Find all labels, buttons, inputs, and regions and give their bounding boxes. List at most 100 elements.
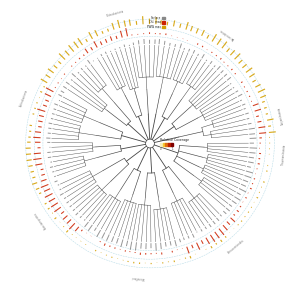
- Text: Actinobacteria: Actinobacteria: [19, 88, 29, 107]
- Polygon shape: [164, 41, 165, 45]
- Polygon shape: [28, 165, 33, 167]
- Polygon shape: [250, 143, 254, 144]
- Polygon shape: [61, 78, 62, 79]
- Polygon shape: [48, 68, 54, 73]
- Polygon shape: [59, 53, 65, 60]
- Polygon shape: [229, 204, 232, 207]
- Polygon shape: [205, 226, 207, 229]
- Polygon shape: [230, 50, 235, 56]
- Polygon shape: [261, 187, 262, 188]
- Polygon shape: [59, 100, 60, 101]
- Polygon shape: [201, 240, 204, 244]
- Polygon shape: [32, 177, 36, 179]
- Polygon shape: [66, 230, 68, 233]
- Polygon shape: [246, 67, 253, 73]
- Polygon shape: [210, 61, 212, 64]
- Text: Thaumarchaeota: Thaumarchaeota: [281, 144, 286, 166]
- Polygon shape: [242, 201, 243, 203]
- Polygon shape: [44, 188, 50, 192]
- Polygon shape: [88, 225, 93, 231]
- Polygon shape: [256, 197, 258, 199]
- Polygon shape: [105, 52, 107, 54]
- Polygon shape: [114, 49, 116, 50]
- Polygon shape: [255, 173, 256, 174]
- Polygon shape: [223, 225, 228, 230]
- Polygon shape: [239, 188, 246, 193]
- Polygon shape: [41, 174, 45, 176]
- Polygon shape: [124, 20, 126, 27]
- Polygon shape: [237, 224, 239, 226]
- Polygon shape: [268, 125, 271, 127]
- Polygon shape: [233, 87, 234, 88]
- Polygon shape: [49, 198, 55, 202]
- Polygon shape: [167, 22, 168, 26]
- Polygon shape: [41, 184, 49, 188]
- Polygon shape: [90, 47, 93, 51]
- Polygon shape: [124, 44, 125, 47]
- Polygon shape: [130, 241, 132, 250]
- Polygon shape: [75, 226, 79, 231]
- Polygon shape: [169, 43, 171, 46]
- Polygon shape: [64, 197, 66, 199]
- Polygon shape: [156, 253, 157, 254]
- Polygon shape: [83, 54, 85, 56]
- Polygon shape: [35, 163, 42, 166]
- Polygon shape: [226, 221, 230, 225]
- Polygon shape: [250, 147, 257, 149]
- Polygon shape: [48, 133, 51, 134]
- Polygon shape: [223, 61, 225, 63]
- Polygon shape: [206, 60, 207, 61]
- Polygon shape: [223, 211, 226, 214]
- Polygon shape: [160, 20, 162, 25]
- Polygon shape: [73, 41, 79, 48]
- Polygon shape: [100, 252, 102, 253]
- Bar: [163, 143, 165, 146]
- Polygon shape: [87, 60, 91, 64]
- Polygon shape: [201, 54, 205, 59]
- Text: Surface: Surface: [151, 16, 161, 20]
- Polygon shape: [41, 179, 47, 182]
- Polygon shape: [38, 126, 42, 128]
- Polygon shape: [59, 189, 62, 190]
- Polygon shape: [30, 171, 34, 173]
- Polygon shape: [259, 132, 266, 134]
- Polygon shape: [73, 209, 75, 211]
- Polygon shape: [149, 19, 150, 24]
- Polygon shape: [236, 210, 239, 212]
- Polygon shape: [131, 34, 133, 36]
- Polygon shape: [155, 17, 157, 24]
- Polygon shape: [245, 113, 249, 115]
- Polygon shape: [217, 66, 221, 70]
- Polygon shape: [215, 243, 217, 245]
- Polygon shape: [248, 211, 249, 213]
- Polygon shape: [126, 241, 128, 246]
- Polygon shape: [133, 262, 134, 263]
- Polygon shape: [249, 133, 255, 135]
- Polygon shape: [64, 73, 65, 75]
- Polygon shape: [54, 180, 58, 183]
- Polygon shape: [58, 94, 62, 97]
- Polygon shape: [184, 48, 185, 50]
- Polygon shape: [177, 37, 178, 38]
- Polygon shape: [26, 148, 31, 149]
- Polygon shape: [214, 65, 216, 67]
- Polygon shape: [259, 158, 260, 159]
- Polygon shape: [244, 216, 246, 217]
- Polygon shape: [129, 45, 130, 46]
- Polygon shape: [51, 118, 53, 119]
- Polygon shape: [218, 228, 224, 235]
- Polygon shape: [165, 33, 166, 35]
- Polygon shape: [136, 21, 137, 25]
- Polygon shape: [249, 128, 255, 130]
- Polygon shape: [26, 153, 31, 155]
- Polygon shape: [269, 137, 270, 138]
- Polygon shape: [220, 214, 222, 217]
- Polygon shape: [188, 236, 190, 238]
- Polygon shape: [242, 104, 245, 106]
- Polygon shape: [36, 102, 38, 104]
- Polygon shape: [214, 232, 220, 238]
- Polygon shape: [241, 81, 243, 83]
- Polygon shape: [162, 262, 164, 263]
- Polygon shape: [50, 162, 52, 163]
- Polygon shape: [225, 236, 227, 238]
